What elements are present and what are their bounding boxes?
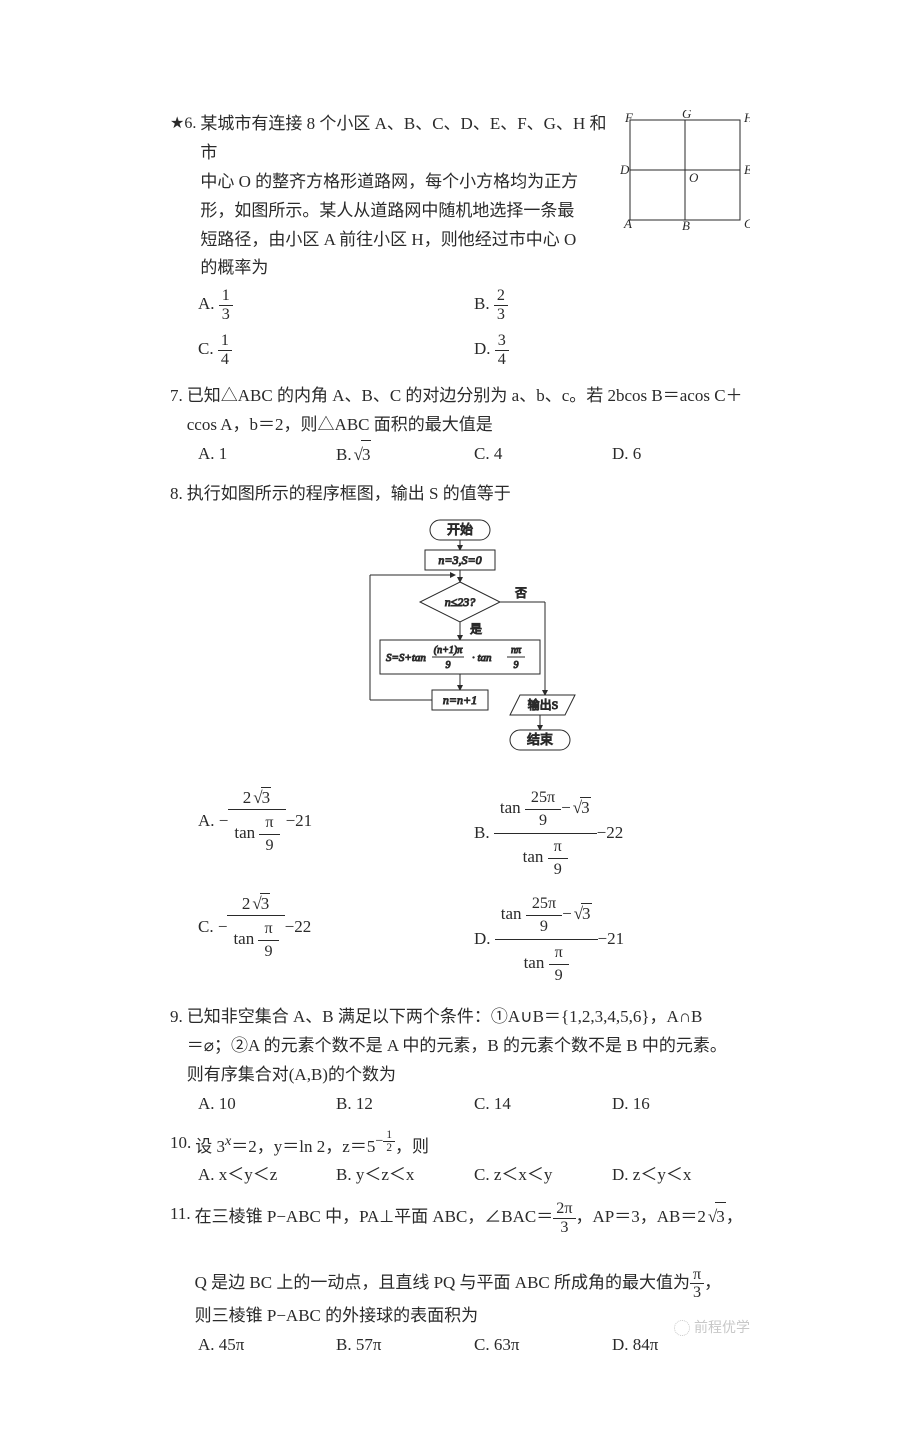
q9-text: 已知非空集合 A、B 满足以下两个条件：①A∪B＝{1,2,3,4,5,6}，A… — [187, 1003, 750, 1090]
svg-text:C: C — [744, 216, 750, 230]
watermark-icon — [674, 1320, 690, 1336]
q8-flowchart: 开始 n=3,S=0 n≤23? 是 否 — [170, 509, 750, 781]
q7-opt-b: B.3 — [336, 440, 474, 470]
q10-opt-b: B. y＜z＜x — [336, 1161, 474, 1190]
svg-text:n≤23?: n≤23? — [445, 595, 476, 609]
svg-text:F: F — [624, 110, 634, 125]
q7-number: 7. — [170, 382, 187, 411]
svg-text:(n+1)π: (n+1)π — [434, 645, 463, 656]
svg-text:是: 是 — [470, 622, 482, 636]
q8-opt-a: A. −23tan π9−21 — [198, 781, 474, 887]
q10-opt-a: A. x＜y＜z — [198, 1161, 336, 1190]
q7-text: 已知△ABC 的内角 A、B、C 的对边分别为 a、b、c。若 2bcos B＝… — [187, 382, 750, 440]
q9-opt-a: A. 10 — [198, 1090, 336, 1119]
svg-text:H: H — [743, 110, 750, 125]
q10-number: 10. — [170, 1129, 195, 1158]
q6-opt-b: B. 23 — [474, 283, 750, 328]
q6-opt-a: A. 13 — [198, 283, 474, 328]
q9-opt-c: C. 14 — [474, 1090, 612, 1119]
q8-opt-c: C. −23tan π9−22 — [198, 887, 474, 993]
q10-text: 设 3x＝2，y＝ln 2，z＝5−12，则 — [195, 1129, 750, 1162]
q7-opt-c: C. 4 — [474, 440, 612, 470]
q9-opt-b: B. 12 — [336, 1090, 474, 1119]
q10-options: A. x＜y＜z B. y＜z＜x C. z＜x＜y D. z＜y＜x — [170, 1161, 750, 1190]
q11-opt-b: B. 57π — [336, 1331, 474, 1360]
q11-opt-a: A. 45π — [198, 1331, 336, 1360]
question-6: ★6. F G H D O E A — [170, 110, 750, 372]
q8-number: 8. — [170, 480, 187, 509]
svg-text:n=n+1: n=n+1 — [443, 693, 477, 707]
svg-text:nπ: nπ — [511, 645, 522, 656]
q8-options: A. −23tan π9−21 B. tan 25π9−3tan π9−22 C… — [170, 781, 750, 993]
question-7: 7. 已知△ABC 的内角 A、B、C 的对边分别为 a、b、c。若 2bcos… — [170, 382, 750, 470]
q6-number: ★6. — [170, 110, 200, 137]
q7-opt-d: D. 6 — [612, 440, 750, 470]
svg-text:O: O — [689, 170, 699, 185]
q11-opt-c: C. 63π — [474, 1331, 612, 1360]
question-11: 11. 在三棱锥 P−ABC 中，PA⊥平面 ABC，∠BAC＝2π3，AP＝3… — [170, 1200, 750, 1360]
svg-text:A: A — [623, 216, 632, 230]
q8-text: 执行如图所示的程序框图，输出 S 的值等于 — [187, 480, 750, 509]
question-8: 8. 执行如图所示的程序框图，输出 S 的值等于 开始 n=3,S=0 — [170, 480, 750, 993]
q6-opt-c: C. 14 — [198, 328, 474, 373]
q7-options: A. 1 B.3 C. 4 D. 6 — [170, 440, 750, 470]
watermark: 前程优学 — [674, 1316, 750, 1340]
q7-opt-a: A. 1 — [198, 440, 336, 470]
svg-text:S=S+tan: S=S+tan — [386, 652, 426, 664]
svg-text:D: D — [620, 162, 630, 177]
q6-text: F G H D O E A B C 某城市有连接 8 个小区 A、B、C、D、E… — [200, 110, 750, 283]
svg-text:· tan: · tan — [472, 652, 492, 664]
q9-opt-d: D. 16 — [612, 1090, 750, 1119]
svg-text:输出S: 输出S — [528, 697, 559, 712]
svg-text:否: 否 — [515, 586, 527, 600]
svg-text:结束: 结束 — [527, 732, 553, 747]
q8-opt-d: D. tan 25π9−3tan π9−21 — [474, 887, 750, 993]
svg-text:G: G — [682, 110, 692, 121]
q6-opt-d: D. 34 — [474, 328, 750, 373]
exam-page: ★6. F G H D O E A — [0, 0, 920, 1430]
q10-opt-d: D. z＜y＜x — [612, 1161, 750, 1190]
svg-text:开始: 开始 — [447, 522, 473, 537]
question-10: 10. 设 3x＝2，y＝ln 2，z＝5−12，则 A. x＜y＜z B. y… — [170, 1129, 750, 1191]
q10-opt-c: C. z＜x＜y — [474, 1161, 612, 1190]
svg-text:9: 9 — [514, 660, 519, 671]
svg-text:9: 9 — [446, 660, 451, 671]
q11-options: A. 45π B. 57π C. 63π D. 84π — [170, 1331, 750, 1360]
question-9: 9. 已知非空集合 A、B 满足以下两个条件：①A∪B＝{1,2,3,4,5,6… — [170, 1003, 750, 1119]
svg-text:n=3,S=0: n=3,S=0 — [438, 553, 481, 567]
q11-number: 11. — [170, 1200, 195, 1229]
q9-options: A. 10 B. 12 C. 14 D. 16 — [170, 1090, 750, 1119]
q6-figure: F G H D O E A B C — [620, 110, 750, 240]
q9-number: 9. — [170, 1003, 187, 1032]
svg-text:E: E — [743, 162, 750, 177]
q6-options: A. 13 B. 23 C. 14 D. 34 — [170, 283, 750, 372]
q11-text: 在三棱锥 P−ABC 中，PA⊥平面 ABC，∠BAC＝2π3，AP＝3，AB＝… — [195, 1200, 750, 1331]
svg-text:B: B — [682, 218, 690, 230]
q8-opt-b: B. tan 25π9−3tan π9−22 — [474, 781, 750, 887]
